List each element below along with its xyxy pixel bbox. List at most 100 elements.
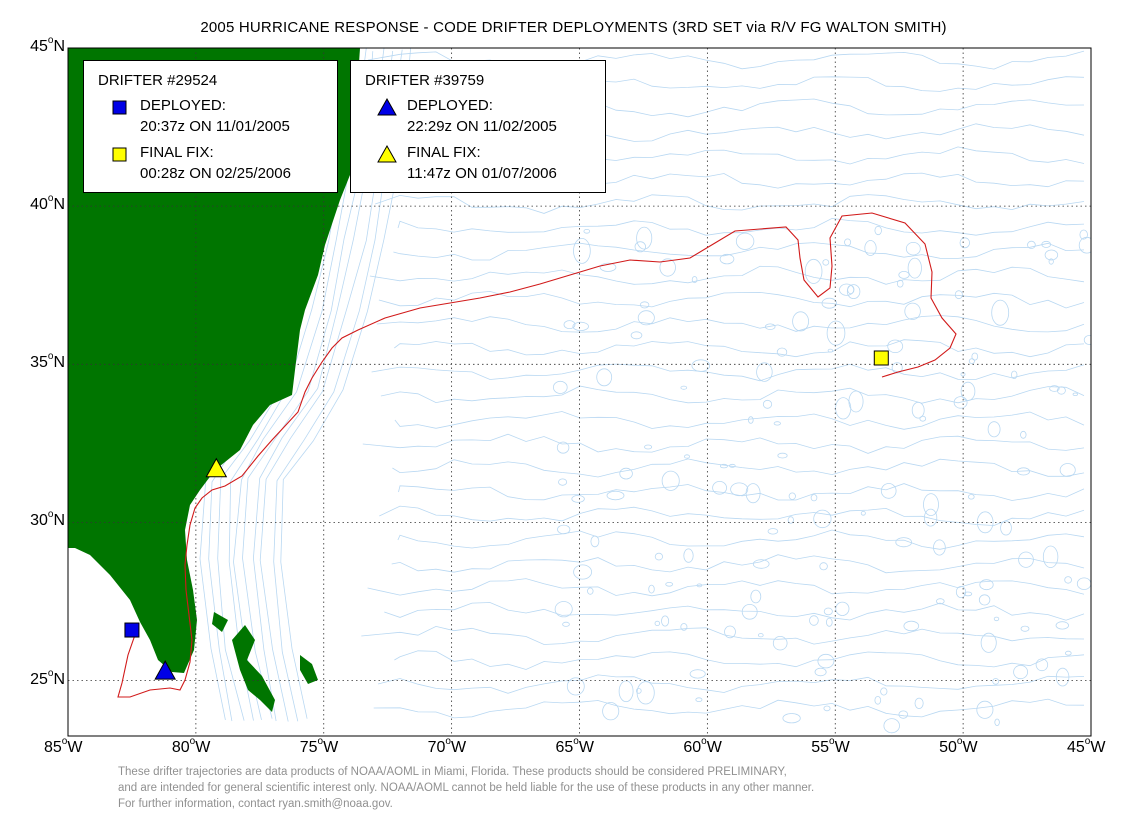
depth-contour: [384, 602, 1085, 621]
seamount-contour: [903, 620, 920, 632]
longitude-tick-label: 85oW: [44, 736, 83, 756]
seamount-contour: [905, 241, 921, 256]
plot-frame: [67, 47, 1092, 737]
final-fix-triangle-icon: [377, 145, 397, 163]
seamount-contour: [933, 539, 946, 556]
seamount-contour: [1049, 385, 1060, 392]
seamount-contour: [712, 480, 727, 495]
seamount-contour: [846, 284, 861, 300]
seamount-contour: [618, 680, 634, 703]
seamount-contour: [787, 516, 794, 524]
latitude-tick-label: 45oN: [30, 35, 65, 55]
seamount-contour: [835, 397, 852, 420]
seamount-contour: [556, 441, 570, 454]
shelf-contour: [233, 48, 367, 720]
deployed-triangle-icon: [377, 98, 397, 116]
seamount-contour: [1041, 240, 1051, 248]
depth-contour: [373, 698, 1085, 719]
seamount-contour: [814, 667, 827, 677]
depth-contour: [378, 290, 1085, 309]
seamount-contour: [602, 702, 620, 721]
seamount-contour: [772, 636, 788, 651]
north-america-coast: [68, 48, 360, 673]
seamount-contour: [691, 359, 711, 372]
seamount-contour: [696, 583, 703, 588]
seamount-contour: [752, 559, 770, 569]
seamount-contour: [680, 385, 688, 390]
legend-header: DRIFTER #29524: [98, 72, 218, 89]
latitude-tick-label: 30oN: [30, 509, 65, 530]
legend-drifter-39759: DRIFTER #39759 DEPLOYED: 22:29z ON 11/02…: [350, 60, 606, 193]
seamount-contour: [898, 270, 910, 279]
seamount-contour: [659, 258, 676, 277]
seamount-contour: [979, 579, 994, 591]
final-fix-time: 11:47z ON 01/07/2006: [407, 165, 557, 182]
seamount-contour: [573, 237, 591, 264]
seamount-contour: [1083, 335, 1091, 345]
seamount-contour: [566, 677, 585, 696]
seamount-contour: [750, 589, 762, 604]
disclaimer-line: These drifter trajectories are data prod…: [118, 766, 787, 778]
drifter-39759-final-fix-marker: [205, 457, 228, 478]
drifter-markers: [124, 350, 889, 680]
depth-contour: [375, 194, 1085, 214]
depth-contour: [398, 483, 1085, 501]
seamount-contour: [792, 311, 809, 332]
final-fix-label: FINAL FIX:: [407, 144, 481, 161]
seamount-contour: [552, 380, 568, 394]
drifter-39759-deployed-marker: [154, 660, 177, 680]
seamount-contour: [1072, 392, 1078, 396]
depth-contour: [361, 625, 1085, 645]
seamount-contour: [1027, 240, 1036, 249]
seamount-contour: [847, 284, 855, 295]
seamount-contour: [635, 688, 642, 694]
seamount-contour: [599, 262, 617, 272]
seamount-contour: [963, 591, 973, 597]
seamount-contour: [1035, 658, 1049, 672]
seamount-contour: [1020, 430, 1027, 439]
depth-contour: [394, 650, 1085, 670]
shelf-contour: [252, 48, 385, 722]
seamount-contour: [980, 632, 997, 653]
seamount-contour: [895, 537, 912, 548]
longitude-tick-label: 60oW: [683, 736, 722, 756]
seamount-contour: [991, 299, 1010, 326]
seamount-contour: [826, 320, 846, 346]
depth-contour: [397, 529, 1085, 550]
seamount-contour: [606, 490, 625, 501]
seamount-contour: [823, 607, 833, 616]
seamount-contour: [1020, 625, 1030, 632]
drifter-trajectory: [117, 212, 957, 698]
seamount-contour: [813, 509, 832, 529]
seamount-contour: [822, 259, 830, 266]
seamount-contour: [683, 548, 694, 563]
seamount-contour: [880, 483, 897, 499]
seamount-contour: [689, 669, 706, 679]
seamount-contour: [762, 399, 773, 409]
seamount-contour: [874, 225, 882, 236]
disclaimer-line: and are intended for general scientific …: [118, 782, 815, 794]
deployed-label: DEPLOYED:: [140, 97, 226, 114]
seamount-contour: [810, 494, 818, 502]
seamount-contour: [776, 347, 788, 357]
seamount-contour: [637, 310, 655, 326]
seamount-contour: [978, 594, 991, 606]
depth-contour: [393, 242, 1085, 261]
seamount-contour: [880, 687, 888, 696]
seamount-contour: [935, 598, 945, 605]
seamount-contour: [1017, 467, 1031, 476]
deployed-time: 22:29z ON 11/02/2005: [407, 118, 557, 135]
seamount-contour: [1011, 370, 1018, 379]
seamount-contour: [923, 493, 939, 517]
seamount-contour: [874, 695, 882, 705]
depth-contour: [379, 505, 1085, 526]
seamount-contour: [619, 467, 633, 480]
seamount-contour: [719, 253, 735, 265]
seamount-contour: [691, 276, 698, 284]
seamount-contour: [898, 710, 909, 719]
seamount-contour: [639, 301, 650, 309]
longitude-tick-label: 55oW: [811, 736, 850, 756]
seamount-contour: [735, 232, 755, 250]
legend-drifter-29524: DRIFTER #29524 DEPLOYED: 20:37z ON 11/01…: [83, 60, 338, 193]
seamount-contour: [562, 621, 570, 627]
